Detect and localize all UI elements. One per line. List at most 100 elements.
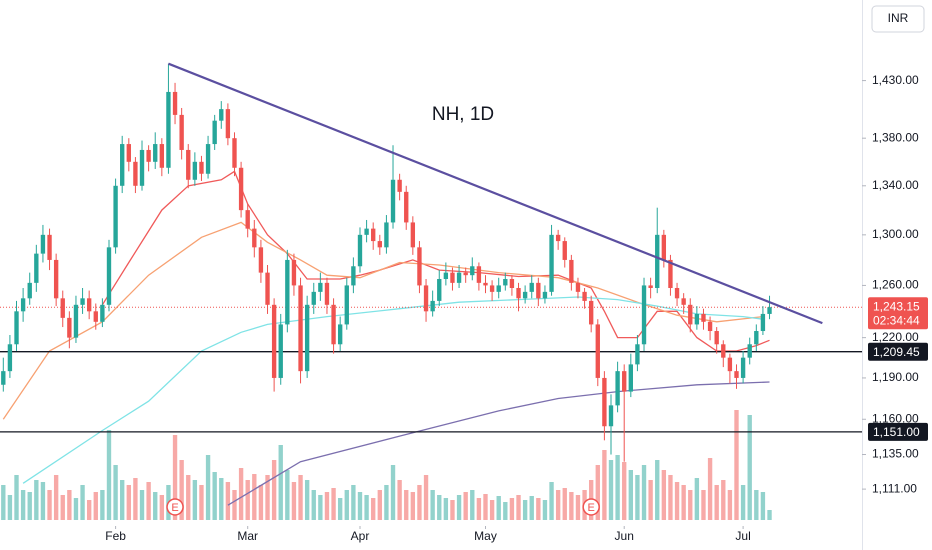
candle-body xyxy=(60,298,65,318)
volume-bar xyxy=(80,485,85,520)
volume-bar xyxy=(516,495,521,520)
volume-bar xyxy=(542,500,548,520)
candle-body xyxy=(542,291,548,299)
chart-title: NH, 1D xyxy=(432,104,494,125)
candle-body xyxy=(483,282,488,286)
y-tick-label: 1,380.00 xyxy=(872,130,919,144)
volume-bar xyxy=(747,415,752,520)
volume-bar xyxy=(100,490,105,520)
volume-bar xyxy=(549,482,554,520)
volume-bar xyxy=(278,445,283,520)
volume-bar xyxy=(371,498,376,520)
y-tick-label: 1,111.00 xyxy=(872,481,917,495)
volume-bar xyxy=(721,480,726,520)
volume-bar xyxy=(199,485,204,520)
x-tick-label: Apr xyxy=(351,529,370,543)
volume-bar xyxy=(595,465,600,520)
volume-bar xyxy=(364,495,369,520)
volume-bar xyxy=(139,490,145,520)
volume-bar xyxy=(522,500,528,520)
y-tick-label: 1,340.00 xyxy=(872,178,919,192)
volume-bar xyxy=(271,460,277,520)
volume-bar xyxy=(767,510,772,520)
volume-bar xyxy=(53,475,59,520)
volume-bar xyxy=(555,490,561,520)
volume-bar xyxy=(47,490,52,520)
volume-bar xyxy=(384,485,389,520)
volume-bar xyxy=(430,490,435,520)
candle-body xyxy=(595,324,600,378)
candle-body xyxy=(40,234,46,254)
candle-body xyxy=(760,313,766,332)
candle-body xyxy=(397,179,402,192)
candle-body xyxy=(159,144,165,168)
volume-bar xyxy=(740,485,746,520)
volume-bar xyxy=(404,490,409,520)
candle-body xyxy=(371,228,376,242)
volume-bar xyxy=(153,492,158,520)
volume-bar xyxy=(186,475,191,520)
volume-bar xyxy=(311,490,316,520)
volume-bar xyxy=(331,488,336,520)
candle-body xyxy=(126,144,131,162)
candle-body xyxy=(291,259,297,286)
volume-bar xyxy=(390,465,396,520)
volume-bar xyxy=(622,462,627,520)
candle-body xyxy=(271,304,277,378)
volume-bar xyxy=(754,490,759,520)
candle-body xyxy=(661,234,667,260)
candle-body xyxy=(278,324,283,378)
volume-bar xyxy=(337,498,343,520)
volume-bar xyxy=(456,495,462,520)
candle-body xyxy=(285,259,290,325)
candle-body xyxy=(304,304,310,372)
candle-body xyxy=(674,287,680,299)
volume-bar xyxy=(298,475,303,520)
event-label: E xyxy=(171,502,178,514)
volume-bar xyxy=(7,495,13,520)
candle-body xyxy=(139,149,145,186)
candle-body xyxy=(205,144,211,174)
volume-bar xyxy=(27,492,32,520)
volume-bar xyxy=(628,470,633,520)
volume-bar xyxy=(34,480,39,520)
candle-body xyxy=(93,311,98,322)
volume-bar xyxy=(106,430,112,520)
candle-body xyxy=(364,228,369,235)
volume-bar xyxy=(179,460,184,520)
volume-bar xyxy=(437,495,442,520)
volume-bar xyxy=(212,472,217,520)
volume-bar xyxy=(351,485,356,520)
candle-body xyxy=(133,161,138,186)
volume-bar xyxy=(40,482,46,520)
candle-body xyxy=(450,272,455,283)
candle-body xyxy=(456,272,462,283)
volume-bar xyxy=(146,482,151,520)
volume-bar xyxy=(608,460,614,520)
candle-body xyxy=(430,300,435,312)
volume-bar xyxy=(205,455,211,520)
volume-bar xyxy=(73,498,79,520)
volume-bar xyxy=(192,480,198,520)
event-label: E xyxy=(588,502,595,514)
candle-body xyxy=(179,114,184,150)
candle-body xyxy=(463,272,468,276)
candle-body xyxy=(238,167,244,211)
candle-body xyxy=(212,120,217,145)
candle-body xyxy=(311,291,316,305)
volume-bar xyxy=(14,475,19,520)
candle-body xyxy=(153,144,158,162)
candle-body xyxy=(73,304,79,338)
volume-bar xyxy=(172,435,178,520)
volume-bar xyxy=(562,488,567,520)
trendline xyxy=(168,62,823,325)
currency-box[interactable] xyxy=(871,5,925,33)
candle-body xyxy=(536,282,541,299)
candle-body xyxy=(641,285,647,345)
last-price-tag xyxy=(868,297,928,330)
candle-body xyxy=(377,241,382,248)
level-label: 1,209.45 xyxy=(873,345,920,359)
volume-bar xyxy=(714,485,719,520)
